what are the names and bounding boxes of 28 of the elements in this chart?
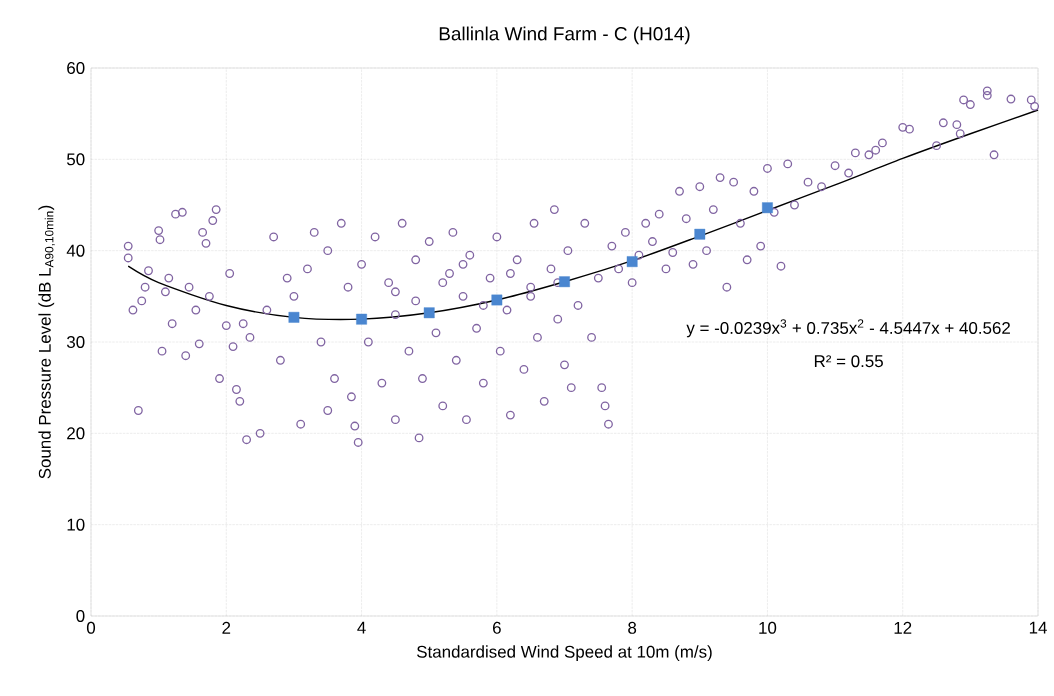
point (762, 202, 773, 214)
x-axis-title: Standardised Wind Speed at 10m (m/s) (417, 645, 712, 662)
point (626, 256, 638, 268)
point (288, 311, 300, 323)
y-tick-label: 40 (66, 244, 85, 257)
point (356, 313, 367, 325)
x-tick-label: 8 (628, 621, 637, 634)
annotation: y = -0.0239x$^{3}$ + 0.735x$^{2}$ - 4.5447x + 40.562 (686, 319, 1010, 338)
x-tick-label: 12 (894, 621, 912, 634)
point (423, 307, 435, 319)
x-tick-label: 4 (357, 621, 366, 634)
point (491, 294, 503, 306)
y-axis-title: Sound Pressure Level (dB L$_{A90,10min}$) (38, 205, 55, 479)
y-tick-label: 20 (67, 427, 85, 440)
y-tick-label: 60 (67, 62, 85, 74)
y-tick-label: 10 (67, 518, 85, 531)
x-tick-label: 14 (1029, 621, 1047, 634)
point (559, 276, 570, 288)
y-tick-label: 30 (66, 336, 85, 348)
x-tick-label: 10 (759, 621, 777, 634)
point (694, 228, 706, 240)
chart-title: Ballinla Wind Farm - C (H014) (439, 26, 690, 45)
x-tick-label: 2 (222, 621, 231, 634)
y-tick-label: 0 (76, 610, 85, 622)
x-tick-label: 6 (493, 621, 501, 634)
y-tick-label: 50 (66, 153, 85, 166)
annotation: R² = 0.55 (814, 355, 883, 368)
x-tick-label: 0 (86, 621, 96, 634)
